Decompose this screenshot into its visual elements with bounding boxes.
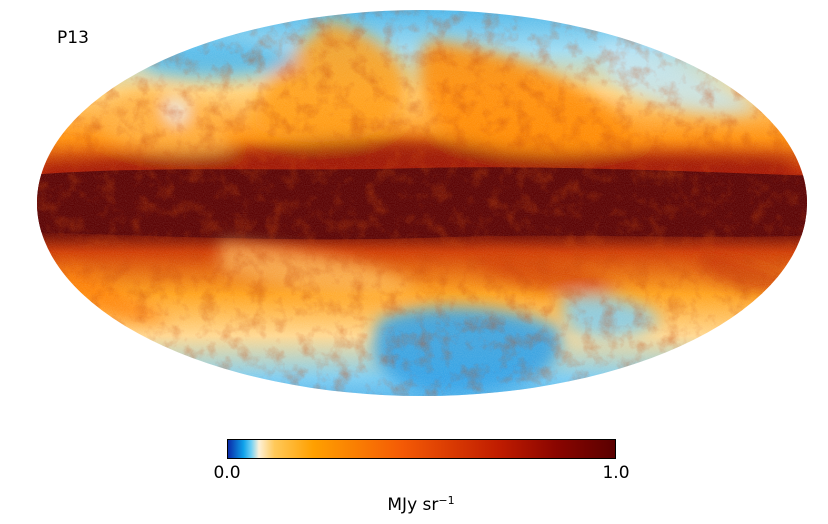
unit-exponent: −1 — [438, 494, 455, 507]
unit-base: MJy sr — [387, 495, 439, 515]
colorbar — [227, 439, 616, 459]
sky-map-content — [37, 10, 807, 396]
sky-map — [37, 10, 807, 396]
map-label: P13 — [57, 28, 89, 48]
colorbar-max-label: 1.0 — [602, 463, 630, 483]
colorbar-unit-label: MJy sr−1 — [387, 490, 454, 516]
colorbar-min-label: 0.0 — [213, 463, 241, 483]
